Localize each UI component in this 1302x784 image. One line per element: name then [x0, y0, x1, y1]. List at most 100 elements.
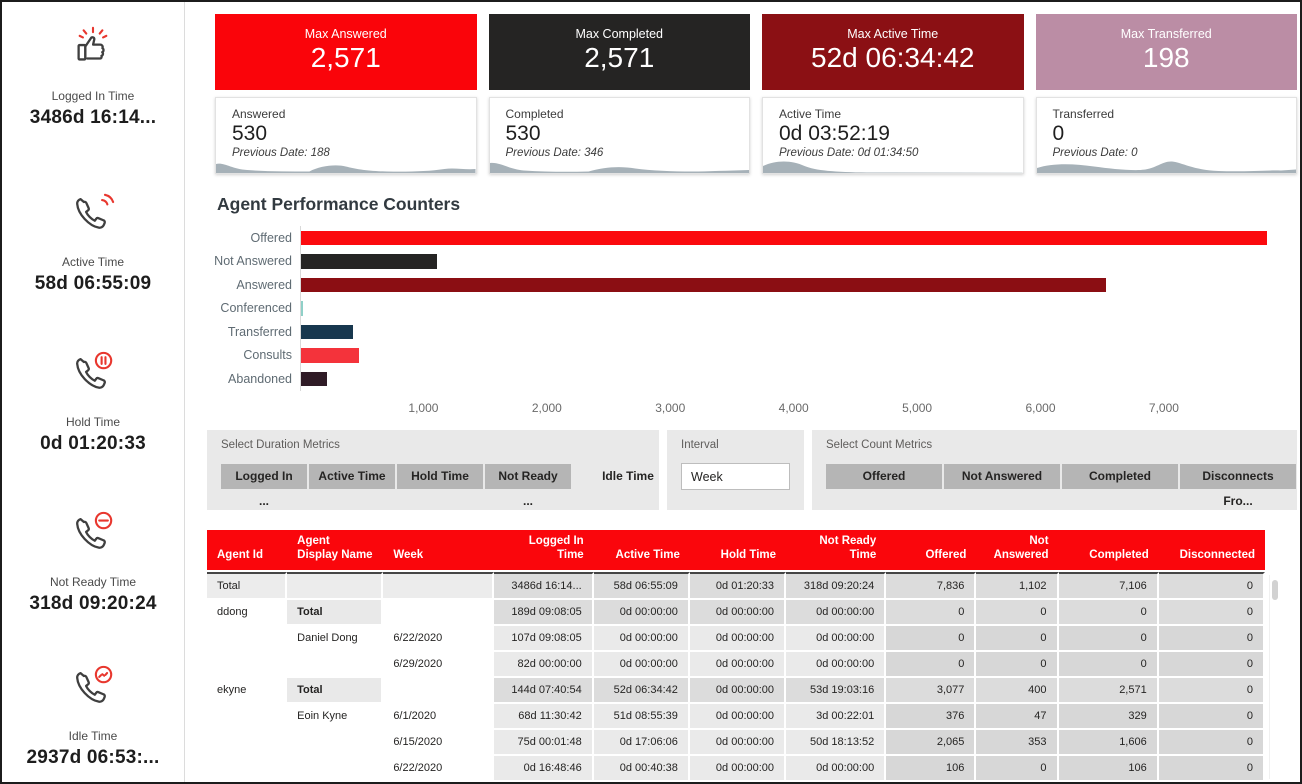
col-header-week[interactable]: Week	[383, 530, 494, 572]
table-cell: 0d 00:00:00	[786, 599, 887, 626]
x-tick-label: 3,000	[655, 400, 686, 415]
table-cell: 6/22/2020	[383, 755, 494, 782]
count-metrics-buttons: Offered Not Answered Completed Disconnects …	[826, 464, 1296, 508]
duration-metrics-buttons: Logged In ... Active Time Hold Time Not Rea…	[221, 464, 654, 508]
table-cell	[383, 677, 494, 704]
filter-bar: Select Duration Metrics Logged In ... Act…	[207, 430, 1297, 510]
col-header-completed[interactable]: Completed	[1058, 530, 1159, 572]
bar-row-not-answered: Not Answered	[207, 249, 1275, 273]
kpi-not-ready-time: Not Ready Time 318d 09:20:24	[2, 510, 184, 615]
chart-title: Agent Performance Counters	[217, 194, 461, 214]
sparkline	[216, 163, 476, 173]
table-cell: 189d 09:08:05	[493, 599, 594, 626]
table-cell: 0d 16:48:46	[493, 755, 594, 782]
col-header-logged-in-time[interactable]: Logged In Time	[493, 530, 594, 572]
x-tick-label: 4,000	[778, 400, 809, 415]
table-cell	[207, 703, 288, 730]
table-row[interactable]: ddong Total 189d 09:08:05 0d 00:00:00 0d 00:…	[207, 599, 1265, 626]
bar-conferenced[interactable]	[301, 301, 303, 316]
phone-pause-icon	[68, 350, 118, 396]
table-row[interactable]: 6/15/2020 75d 00:01:48 0d 17:06:06 0d 00:00…	[207, 729, 1265, 756]
table-cell: 0d 00:00:00	[786, 651, 887, 678]
table-cell: 0d 00:00:00	[786, 755, 887, 782]
bar-abandoned[interactable]	[301, 371, 327, 386]
col-header-agent-display-name[interactable]: Agent Display Name	[287, 530, 384, 572]
col-header-not-answered[interactable]: Not Answered	[976, 530, 1059, 572]
table-cell: 106	[886, 755, 977, 782]
col-header-offered[interactable]: Offered	[886, 530, 977, 572]
max-card-label: Max Active Time	[847, 27, 939, 41]
x-axis: 1,000 2,000 3,000 4,000 5,000 6,000 7,000	[300, 399, 1275, 419]
table-row[interactable]: 6/29/2020 82d 00:00:00 0d 00:00:00 0d 00:00…	[207, 651, 1265, 678]
table-row[interactable]: Eoin Kyne 6/1/2020 68d 11:30:42 51d 08:55:3…	[207, 703, 1265, 730]
table-cell: 0	[886, 625, 977, 652]
bar-row-conferenced: Conferenced	[207, 296, 1275, 320]
table-row[interactable]: ekyne Total 144d 07:40:54 52d 06:34:42 0d 00…	[207, 677, 1265, 704]
bar-consults[interactable]	[301, 348, 359, 363]
table-cell: 3,077	[886, 677, 977, 704]
bar-category-label: Conferenced	[220, 301, 292, 316]
stat-card-label: Active Time	[779, 107, 842, 121]
max-card-value: 2,571	[310, 42, 381, 73]
table-cell: 0	[976, 625, 1059, 652]
table-cell: 0	[976, 755, 1059, 782]
duration-filter-active-time[interactable]: Active Time	[309, 464, 395, 489]
sparkline	[1036, 161, 1296, 173]
duration-filter-logged-in[interactable]: Logged In ...	[221, 464, 307, 508]
table-scrollbar-thumb[interactable]	[1272, 580, 1278, 600]
max-card-value: 52d 06:34:42	[811, 42, 975, 73]
count-filter-completed[interactable]: Completed	[1062, 464, 1178, 489]
stat-card-previous: Previous Date: 188	[232, 147, 330, 159]
interval-input[interactable]: Week	[681, 463, 790, 490]
col-header-not-ready-time[interactable]: Not Ready Time	[786, 530, 887, 572]
max-kpi-cards: Max Answered 2,571 Max Completed 2,571 Max A…	[215, 14, 1297, 90]
table-cell: 0d 00:00:00	[689, 599, 787, 626]
count-filter-offered[interactable]: Offered	[826, 464, 942, 489]
table-cell: ekyne	[207, 677, 288, 704]
table-cell: 0	[1058, 651, 1159, 678]
interval-panel: Interval Week	[667, 430, 804, 510]
count-metrics-label: Select Count Metrics	[826, 439, 933, 451]
stat-card-previous: Previous Date: 0	[1052, 147, 1138, 159]
kpi-hold-time: Hold Time 0d 01:20:33	[2, 350, 184, 455]
table-cell: 75d 00:01:48	[493, 729, 594, 756]
count-filter-not-answered[interactable]: Not Answered	[944, 464, 1060, 489]
bar-offered[interactable]	[301, 230, 1268, 245]
table-cell: 0d 17:06:06	[593, 729, 690, 756]
count-metrics-panel: Select Count Metrics Offered Not Answered…	[812, 430, 1297, 510]
table-cell: 0	[1158, 625, 1265, 652]
count-filter-disconnects-fro[interactable]: Disconnects Fro...	[1180, 464, 1296, 508]
col-header-disconnected[interactable]: Disconnected	[1158, 530, 1265, 572]
table-row[interactable]: Total 3486d 16:14... 58d 06:55:09 0d 01:20:…	[207, 571, 1265, 600]
table-cell: 82d 00:00:00	[493, 651, 594, 678]
table-cell: 2,065	[886, 729, 977, 756]
bar-answered[interactable]	[301, 277, 1107, 292]
table-scrollbar[interactable]	[1269, 575, 1280, 779]
duration-filter-not-ready[interactable]: Not Ready ...	[485, 464, 571, 508]
table-cell: 3d 00:22:01	[786, 703, 887, 730]
x-tick-label: 2,000	[531, 400, 562, 415]
duration-filter-idle-time[interactable]: Idle Time	[602, 469, 654, 483]
bar-plot	[300, 226, 1275, 250]
phone-minus-icon	[68, 510, 118, 556]
stat-card-label: Completed	[505, 107, 564, 121]
col-header-hold-time[interactable]: Hold Time	[689, 530, 787, 572]
table-cell: Total	[207, 571, 288, 600]
kpi-sidebar: Logged In Time 3486d 16:14... Active Time…	[2, 2, 185, 782]
table-cell: 353	[976, 729, 1059, 756]
table-row[interactable]: Daniel Dong 6/22/2020 107d 09:08:05 0d 00:0…	[207, 625, 1265, 652]
table-row[interactable]: 6/22/2020 0d 16:48:46 0d 00:40:38 0d 00:00:…	[207, 755, 1265, 782]
stat-card-value: 530	[505, 122, 541, 145]
table-cell: 6/1/2020	[383, 703, 494, 730]
stat-card-label: Answered	[232, 107, 286, 121]
col-header-active-time[interactable]: Active Time	[593, 530, 690, 572]
col-header-agent-id[interactable]: Agent Id	[207, 530, 288, 572]
duration-filter-hold-time[interactable]: Hold Time	[397, 464, 483, 489]
table-cell: 2,571	[1058, 677, 1159, 704]
table-cell	[207, 651, 288, 678]
bar-not-answered[interactable]	[301, 254, 437, 269]
bar-transferred[interactable]	[301, 324, 353, 339]
table-cell: 0	[1158, 677, 1265, 704]
table-cell: 400	[976, 677, 1059, 704]
table-cell: ddong	[207, 599, 288, 626]
